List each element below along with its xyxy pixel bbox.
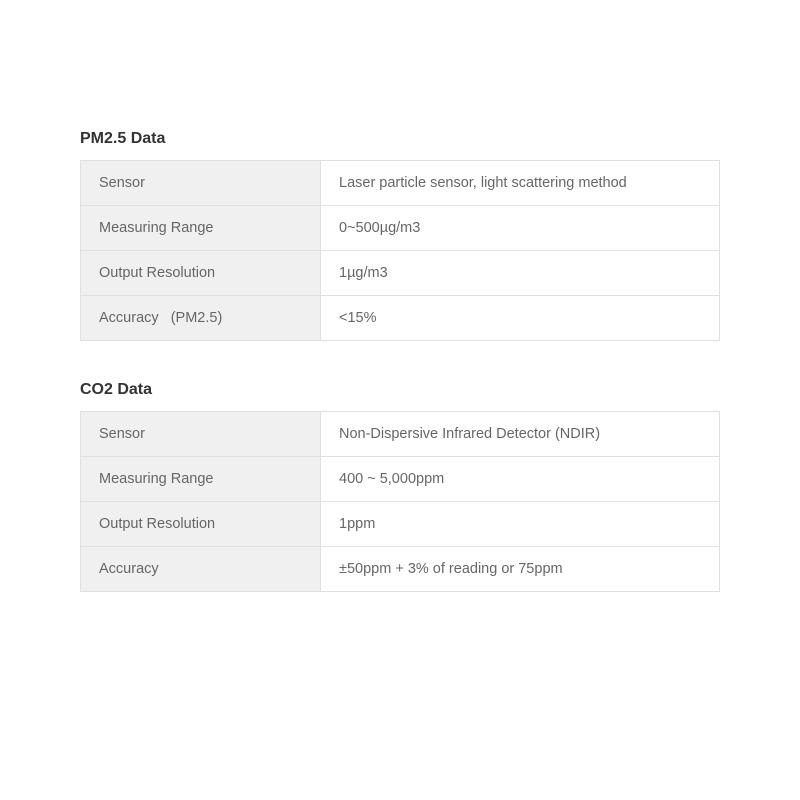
spec-label: Measuring Range: [81, 206, 321, 251]
co2-section: CO2 Data Sensor Non-Dispersive Infrared …: [80, 381, 720, 592]
spec-label: Measuring Range: [81, 457, 321, 502]
spec-value: ±50ppm + 3% of reading or 75ppm: [321, 547, 720, 592]
spec-label: Accuracy (PM2.5): [81, 296, 321, 341]
co2-section-title: CO2 Data: [80, 381, 720, 399]
spec-value: 1µg/m3: [321, 251, 720, 296]
table-row: Output Resolution 1µg/m3: [81, 251, 720, 296]
spec-label: Sensor: [81, 412, 321, 457]
spec-label: Output Resolution: [81, 251, 321, 296]
table-row: Sensor Non-Dispersive Infrared Detector …: [81, 412, 720, 457]
spec-value: 1ppm: [321, 502, 720, 547]
spec-value: 400 ~ 5,000ppm: [321, 457, 720, 502]
spec-label: Sensor: [81, 161, 321, 206]
table-row: Output Resolution 1ppm: [81, 502, 720, 547]
table-row: Accuracy (PM2.5) <15%: [81, 296, 720, 341]
spec-value: 0~500µg/m3: [321, 206, 720, 251]
table-row: Accuracy ±50ppm + 3% of reading or 75ppm: [81, 547, 720, 592]
spec-value: <15%: [321, 296, 720, 341]
pm25-section: PM2.5 Data Sensor Laser particle sensor,…: [80, 130, 720, 341]
pm25-spec-table: Sensor Laser particle sensor, light scat…: [80, 160, 720, 341]
co2-spec-table: Sensor Non-Dispersive Infrared Detector …: [80, 411, 720, 592]
table-row: Measuring Range 400 ~ 5,000ppm: [81, 457, 720, 502]
table-row: Sensor Laser particle sensor, light scat…: [81, 161, 720, 206]
spec-value: Laser particle sensor, light scattering …: [321, 161, 720, 206]
spec-value: Non-Dispersive Infrared Detector (NDIR): [321, 412, 720, 457]
table-row: Measuring Range 0~500µg/m3: [81, 206, 720, 251]
spec-label: Output Resolution: [81, 502, 321, 547]
spec-label: Accuracy: [81, 547, 321, 592]
pm25-section-title: PM2.5 Data: [80, 130, 720, 148]
